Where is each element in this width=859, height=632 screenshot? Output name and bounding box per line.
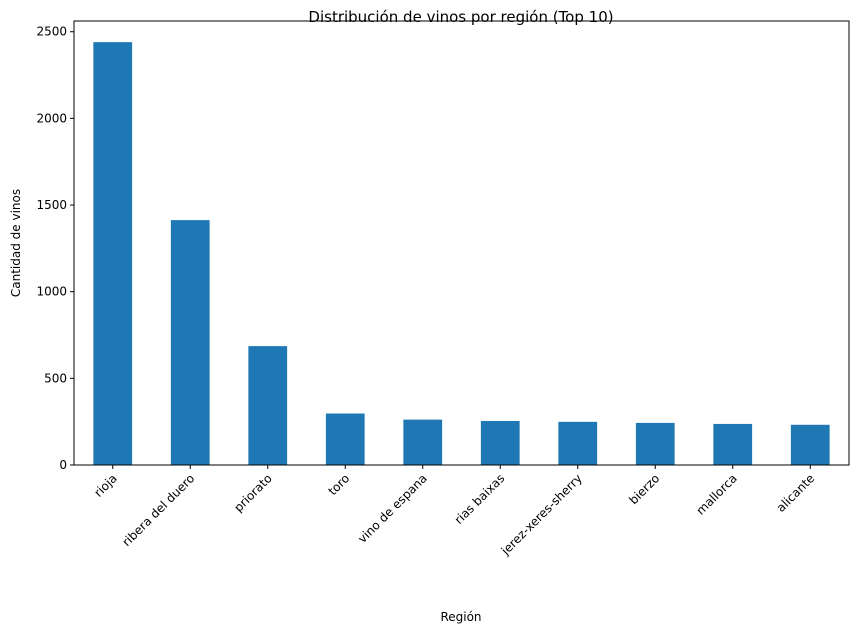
y-tick-label: 500 [44,371,67,385]
bar-priorato [248,346,288,465]
x-tick-label: ribera del duero [119,471,197,549]
bar-mallorca [713,423,753,465]
x-tick-label: bierzo [626,471,662,507]
x-tick-label: rioja [91,471,119,499]
x-tick-label: alicante [774,471,818,515]
bar-bierzo [635,422,675,465]
bar-toro [325,413,365,465]
x-tick-label: toro [325,471,352,498]
x-tick-label: jerez-xeres-sherry [498,471,585,558]
bar-jerez-xeres-sherry [558,421,598,465]
chart-title: Distribución de vinos por región (Top 10… [308,8,613,26]
x-tick-label: vino de espana [355,471,430,546]
y-tick-label: 1000 [36,285,67,299]
bar-vino-de-espana [403,419,443,465]
y-tick-label: 2000 [36,111,67,125]
y-tick-label: 0 [59,458,67,472]
y-tick-label: 2500 [36,25,67,39]
y-axis-label: Cantidad de vinos [9,189,23,297]
y-tick-label: 1500 [36,198,67,212]
bar-ribera-del-duero [170,220,210,465]
bar-alicante [790,424,830,465]
x-axis-label: Región [440,610,481,624]
bar-rioja [93,42,133,466]
x-tick-label: mallorca [693,471,739,517]
x-axis-ticks: rioja ribera del duero priorato toro vino de… [91,465,817,558]
plot-frame [73,20,850,466]
bar-rias-baixas [480,420,520,465]
bars [93,42,830,466]
y-axis-ticks: 0 500 1000 1500 2000 2500 [36,25,74,472]
x-tick-label: rias baixas [452,471,508,527]
x-tick-label: priorato [231,471,275,515]
